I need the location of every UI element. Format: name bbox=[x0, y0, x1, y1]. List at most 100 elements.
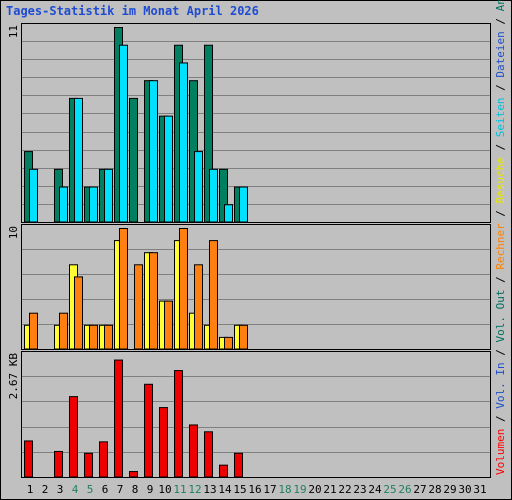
bar-volumen-day-4 bbox=[69, 396, 78, 478]
x-tick-label-day-17: 17 bbox=[263, 483, 276, 496]
chart-panels: 11 10 2.67 KB bbox=[7, 23, 491, 478]
bar-rechner-day-5 bbox=[89, 324, 98, 350]
x-tick-label-day-28: 28 bbox=[428, 483, 441, 496]
x-tick-label-day-7: 7 bbox=[117, 483, 124, 496]
legend-part: Seiten bbox=[494, 97, 507, 137]
x-tick-label-day-16: 16 bbox=[248, 483, 261, 496]
series-volumen bbox=[24, 359, 243, 478]
x-tick-label-day-18: 18 bbox=[278, 483, 291, 496]
y-axis-max-label: 10 bbox=[7, 226, 20, 239]
bar-rechner-day-3 bbox=[59, 312, 68, 350]
bar-seiten-day-1 bbox=[29, 168, 38, 223]
legend-part: / bbox=[494, 203, 507, 223]
bar-volumen-day-15 bbox=[234, 452, 243, 478]
bar-volumen-day-5 bbox=[84, 452, 93, 478]
bar-seiten-day-14 bbox=[224, 204, 233, 223]
bar-rechner-day-13 bbox=[209, 240, 218, 350]
x-tick-label-day-20: 20 bbox=[308, 483, 321, 496]
y-axis-max-label: 2.67 KB bbox=[7, 353, 20, 400]
bar-rechner-day-8 bbox=[134, 264, 143, 350]
bar-rechner-day-9 bbox=[149, 252, 158, 350]
gridlines bbox=[22, 249, 490, 325]
legend-part: Dateien bbox=[494, 31, 507, 77]
x-tick-label-day-21: 21 bbox=[323, 483, 336, 496]
x-tick-label-day-1: 1 bbox=[27, 483, 34, 496]
legend-part: Vol. Out bbox=[494, 290, 507, 343]
bar-seiten-day-6 bbox=[104, 168, 113, 223]
bar-anfragen-day-14 bbox=[219, 168, 228, 223]
legend-part: / bbox=[494, 137, 507, 157]
x-tick-label-day-12: 12 bbox=[188, 483, 201, 496]
bar-volumen-day-3 bbox=[54, 450, 63, 478]
bar-rechner-day-15 bbox=[239, 324, 248, 350]
x-tick-label-day-22: 22 bbox=[338, 483, 351, 496]
bar-seiten-day-10 bbox=[164, 115, 173, 223]
legend-part: Besuche bbox=[494, 157, 507, 203]
chart-legend: Volumen / Vol. In / Vol. Out / Rechner /… bbox=[494, 0, 507, 475]
bar-seiten-day-5 bbox=[89, 186, 98, 223]
x-tick-label-day-5: 5 bbox=[87, 483, 94, 496]
x-tick-label-day-9: 9 bbox=[147, 483, 154, 496]
x-tick-label-day-13: 13 bbox=[203, 483, 216, 496]
bar-volumen-day-6 bbox=[99, 441, 108, 478]
chart-title: Tages-Statistik im Monat April 2026 bbox=[6, 4, 259, 18]
x-tick-label-day-30: 30 bbox=[458, 483, 471, 496]
bar-volumen-day-8 bbox=[129, 471, 138, 478]
x-tick-label-day-3: 3 bbox=[57, 483, 64, 496]
legend-part: / bbox=[494, 343, 507, 363]
gridlines bbox=[22, 41, 490, 205]
bar-volumen-day-10 bbox=[159, 407, 168, 478]
x-tick-label-day-8: 8 bbox=[132, 483, 139, 496]
x-tick-label-day-10: 10 bbox=[158, 483, 171, 496]
panel-volume: 2.67 KB bbox=[7, 351, 491, 478]
legend-part: / bbox=[494, 409, 507, 429]
bar-rechner-day-11 bbox=[179, 228, 188, 350]
bar-rechner-day-4 bbox=[74, 276, 83, 350]
x-tick-label-day-26: 26 bbox=[398, 483, 411, 496]
bar-seiten-day-12 bbox=[194, 151, 203, 223]
bar-rechner-day-10 bbox=[164, 300, 173, 350]
bar-volumen-day-7 bbox=[114, 359, 123, 478]
x-tick-label-day-25: 25 bbox=[383, 483, 396, 496]
bar-rechner-day-12 bbox=[194, 264, 203, 350]
x-tick-label-day-15: 15 bbox=[233, 483, 246, 496]
x-tick-label-day-31: 31 bbox=[473, 483, 486, 496]
bar-seiten-day-15 bbox=[239, 186, 248, 223]
bar-volumen-day-9 bbox=[144, 383, 153, 478]
bar-rechner-day-14 bbox=[224, 336, 233, 350]
bar-rechner-day-6 bbox=[104, 324, 113, 350]
x-tick-label-day-2: 2 bbox=[42, 483, 49, 496]
bar-rechner-day-7 bbox=[119, 228, 128, 350]
x-tick-label-day-23: 23 bbox=[353, 483, 366, 496]
series-rechner bbox=[29, 228, 248, 350]
bar-volumen-day-13 bbox=[204, 431, 213, 478]
x-tick-label-day-29: 29 bbox=[443, 483, 456, 496]
bar-anfragen-day-13 bbox=[204, 44, 213, 223]
bar-volumen-day-1 bbox=[24, 440, 33, 478]
bar-seiten-day-7 bbox=[119, 44, 128, 223]
bar-anfragen-day-8 bbox=[129, 97, 138, 223]
legend-part: / bbox=[494, 270, 507, 290]
bar-seiten-day-11 bbox=[179, 62, 188, 223]
x-tick-label-day-14: 14 bbox=[218, 483, 232, 496]
bar-seiten-day-3 bbox=[59, 186, 68, 223]
bar-seiten-day-9 bbox=[149, 80, 158, 223]
x-tick-label-day-6: 6 bbox=[102, 483, 109, 496]
legend-part: / bbox=[494, 11, 507, 31]
x-tick-label-day-4: 4 bbox=[72, 483, 79, 496]
y-axis-max-label: 11 bbox=[7, 25, 20, 38]
legend-part: Rechner bbox=[494, 223, 507, 270]
x-tick-label-day-24: 24 bbox=[368, 483, 382, 496]
legend-part: Vol. In bbox=[494, 362, 507, 408]
bar-volumen-day-12 bbox=[189, 424, 198, 478]
series-seiten bbox=[29, 44, 248, 223]
x-axis-day-labels: 1 2 3 4 5 6 7 8 9 10 11 12 13 14 15 16 17 18 19 20 21 22 23 24 2… bbox=[27, 483, 487, 496]
x-tick-label-day-11: 11 bbox=[173, 483, 186, 496]
bar-seiten-day-4 bbox=[74, 97, 83, 223]
bar-volumen-day-14 bbox=[219, 464, 228, 478]
legend-part: Anfragen bbox=[494, 0, 507, 11]
legend-part: Volumen bbox=[494, 429, 507, 475]
bar-rechner-day-1 bbox=[29, 312, 38, 350]
legend-part: / bbox=[494, 78, 507, 98]
